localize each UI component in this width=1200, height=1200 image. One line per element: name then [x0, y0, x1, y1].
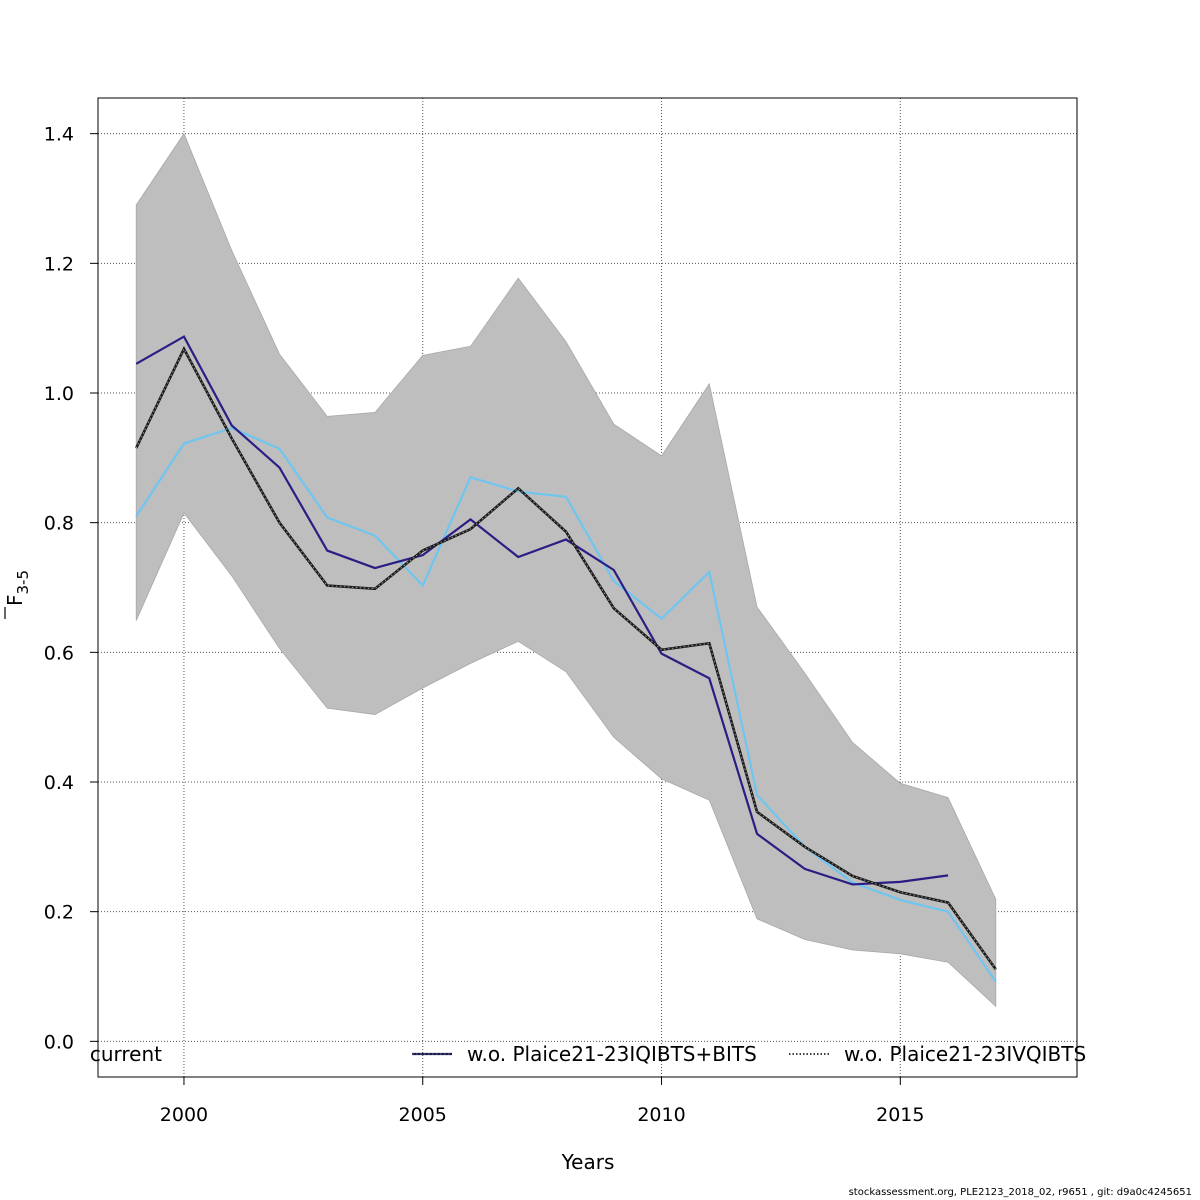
y-axis-title: F3-5 [3, 570, 32, 619]
y-tick-label: 0.6 [44, 642, 74, 664]
footer-credit: stockassessment.org, PLE2123_2018_02, r9… [848, 1187, 1192, 1198]
series-line-current-dots [135, 347, 997, 970]
y-tick-label: 0.2 [44, 902, 74, 924]
y-tick-label: 1.0 [44, 383, 74, 405]
y-axis-title-main: F [3, 594, 27, 606]
series-line-wo-ivqibts [135, 426, 997, 983]
x-tick-label: 2010 [637, 1104, 685, 1126]
plot-frame [97, 97, 1078, 1078]
x-tick-label: 2000 [160, 1104, 208, 1126]
y-tick-label: 0.4 [44, 772, 74, 794]
x-axis-title: Years [561, 1150, 615, 1174]
legend-label-wo-iqibts-bits: w.o. Plaice21-23IQIBTS+BITS [467, 1042, 757, 1066]
x-axis: 2000 2005 2010 2015 [160, 1077, 924, 1126]
y-tick-label: 0.0 [44, 1031, 74, 1053]
series-layer [135, 335, 997, 983]
y-tick-label: 1.4 [44, 124, 74, 146]
confidence-band [135, 132, 997, 1008]
x-tick-label: 2015 [876, 1104, 924, 1126]
svg-text:F3-5: F3-5 [3, 570, 32, 606]
confidence-band-layer [135, 132, 997, 1008]
legend-label-current: current [90, 1042, 162, 1066]
legend-label-wo-ivqibts: w.o. Plaice21-23IVQIBTS [844, 1042, 1086, 1066]
y-axis: 0.0 0.2 0.4 0.6 0.8 1.0 1.2 1.4 [44, 124, 98, 1053]
x-tick-label: 2005 [399, 1104, 447, 1126]
y-axis-title-sub: 3-5 [14, 570, 32, 595]
y-tick-label: 1.2 [44, 253, 74, 275]
series-line-wo-iqibts-bits [135, 335, 949, 886]
y-tick-label: 0.8 [44, 513, 74, 535]
legend: current w.o. Plaice21-23IQIBTS+BITS w.o. P… [90, 1042, 1086, 1066]
